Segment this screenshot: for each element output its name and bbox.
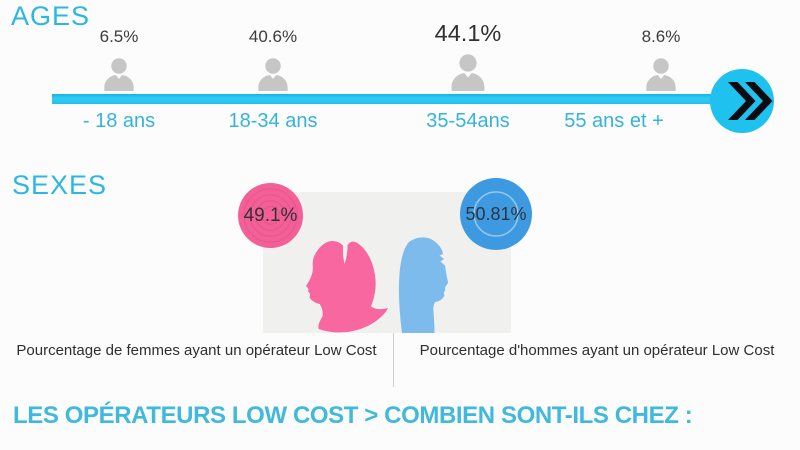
person-icon xyxy=(44,53,194,91)
age-group: 6.5% - 18 ans xyxy=(44,0,194,140)
double-chevron-right-icon xyxy=(709,68,775,134)
age-percent: 44.1% xyxy=(434,20,502,46)
age-label: 18-34 ans xyxy=(228,110,318,132)
age-percent: 40.6% xyxy=(248,27,298,46)
age-label: 35-54ans xyxy=(426,110,510,132)
age-group: 40.6% 18-34 ans xyxy=(198,0,348,140)
age-group: 8.6% 55 ans et + xyxy=(564,0,736,140)
sexes-heading: SEXES xyxy=(12,170,108,200)
age-percent: 6.5% xyxy=(99,27,139,46)
male-percent: 50.81% xyxy=(465,203,527,224)
age-group: 44.1% 35-54ans xyxy=(393,0,543,140)
age-label: 55 ans et + xyxy=(564,110,664,132)
male-caption: Pourcentage d'hommes ayant un opérateur … xyxy=(419,342,775,359)
timeline-bar xyxy=(52,94,742,104)
ages-heading: AGES xyxy=(11,1,91,31)
captions-row: Pourcentage de femmes ayant un opérateur… xyxy=(0,333,800,387)
age-label: - 18 ans xyxy=(82,110,156,132)
male-percent-badge: 50.81% xyxy=(460,178,532,250)
person-icon xyxy=(586,53,736,91)
female-percent-badge: 49.1% xyxy=(238,183,303,248)
female-profile-silhouette-icon xyxy=(305,237,391,333)
female-percent: 49.1% xyxy=(243,204,298,226)
person-icon xyxy=(393,53,543,91)
footer-title: LES OPÉRATEURS LOW COST > COMBIEN SONT-I… xyxy=(13,402,693,429)
female-caption: Pourcentage de femmes ayant un opérateur… xyxy=(0,333,394,387)
age-percent: 8.6% xyxy=(641,27,681,46)
person-icon xyxy=(198,53,348,91)
male-profile-silhouette-icon xyxy=(396,235,448,333)
